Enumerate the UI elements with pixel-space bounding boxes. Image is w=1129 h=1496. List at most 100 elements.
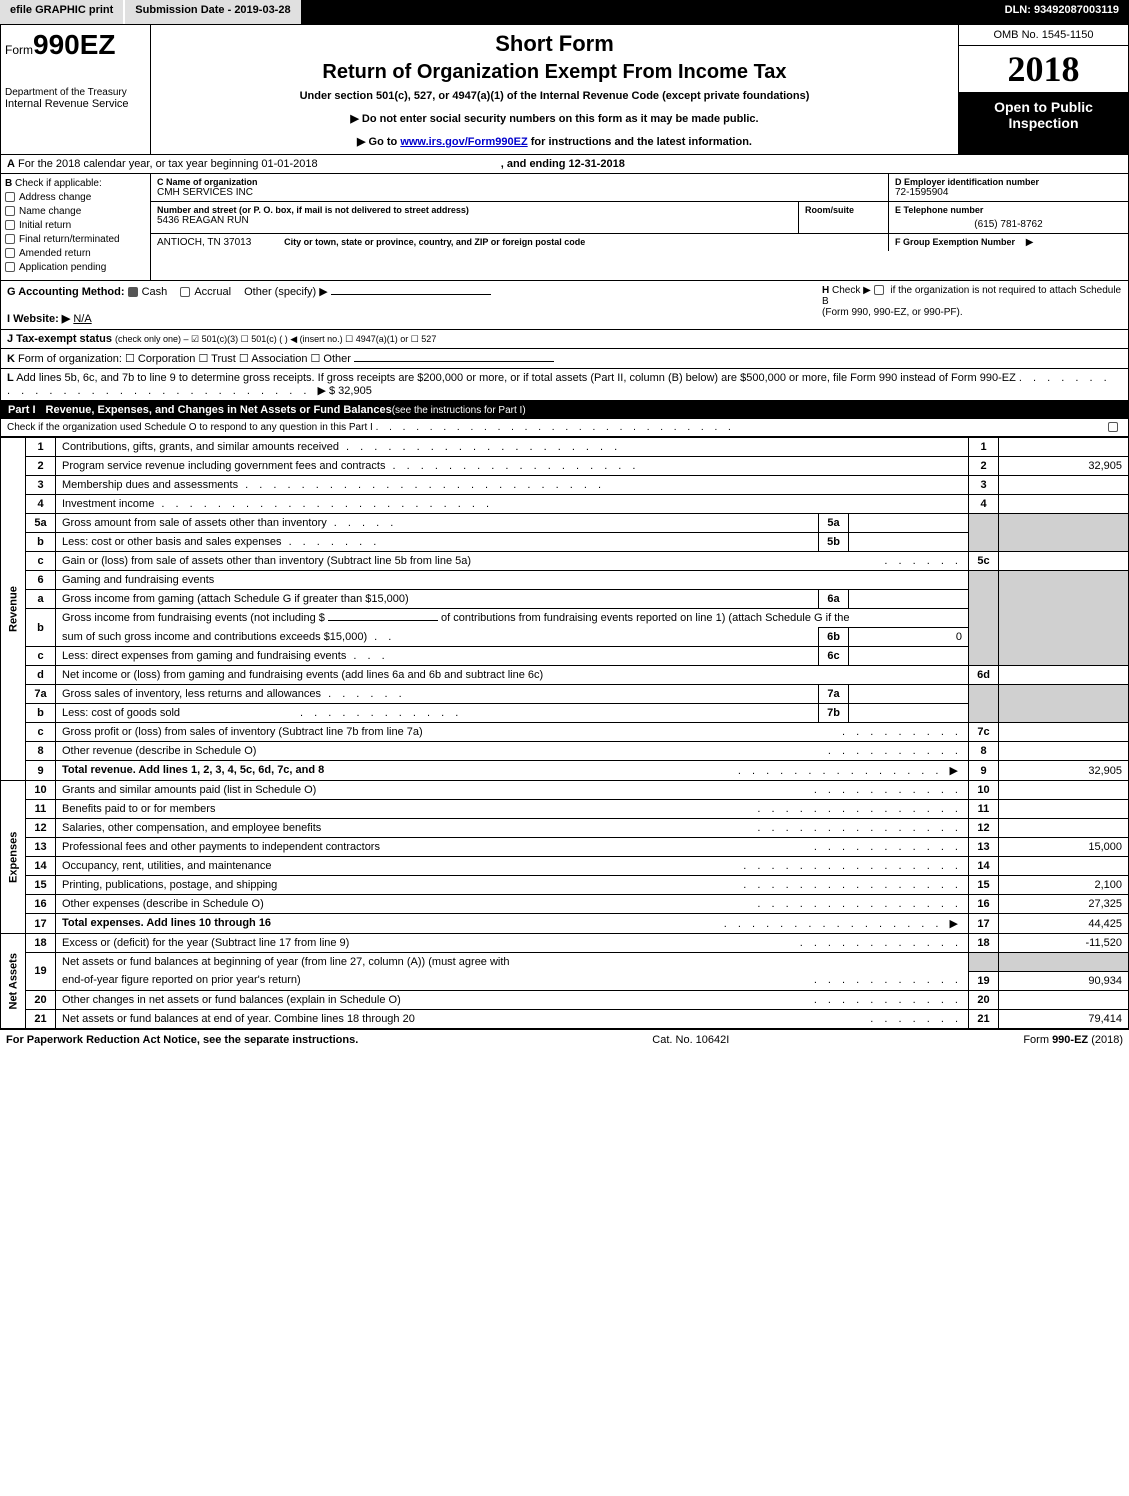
line-ref: 7c xyxy=(969,723,999,742)
section-b: B Check if applicable: Address change Na… xyxy=(1,174,151,280)
line-num: 14 xyxy=(26,857,56,876)
header-right: OMB No. 1545-1150 2018 Open to Public In… xyxy=(958,25,1128,154)
line-desc: Net income or (loss) from gaming and fun… xyxy=(56,666,969,685)
desc-text: Salaries, other compensation, and employ… xyxy=(62,822,321,834)
dots: . . . . . . . . . . . . . . . . xyxy=(743,860,962,872)
table-row: c Gain or (loss) from sale of assets oth… xyxy=(1,552,1129,571)
dots: . . . . . . . xyxy=(870,1013,962,1025)
line-ref: 21 xyxy=(969,1009,999,1028)
desc-text: Program service revenue including govern… xyxy=(62,460,385,472)
footer-right: Form 990-EZ (2018) xyxy=(1023,1034,1123,1046)
chk-label: Initial return xyxy=(19,220,71,231)
line-value xyxy=(999,857,1129,876)
desc-text: Other changes in net assets or fund bala… xyxy=(62,994,401,1006)
chk-amended[interactable]: Amended return xyxy=(5,248,146,259)
line-desc: Net assets or fund balances at beginning… xyxy=(56,953,969,972)
shaded-cell xyxy=(999,571,1129,666)
section-k: K Form of organization: ☐ Corporation ☐ … xyxy=(0,349,1129,369)
desc-text: Gross amount from sale of assets other t… xyxy=(62,517,327,529)
form-number: Form990EZ xyxy=(5,29,146,61)
dots: . . . . . . . . . . . . . . . . xyxy=(743,879,962,891)
line-desc: Gross income from fundraising events (no… xyxy=(56,609,969,628)
ein-value: 72-1595904 xyxy=(895,187,1122,198)
dots: . . . . . . . . . . . . . . . xyxy=(757,822,962,834)
tel-label: E Telephone number xyxy=(895,205,1122,215)
line-ref: 10 xyxy=(969,781,999,800)
other-input[interactable] xyxy=(331,294,491,295)
line-ref: 6d xyxy=(969,666,999,685)
submission-date: Submission Date - 2019-03-28 xyxy=(125,0,300,24)
line-num: 19 xyxy=(26,953,56,991)
shaded-cell xyxy=(969,571,999,666)
checkbox-icon xyxy=(5,220,15,230)
line-desc: Less: cost or other basis and sales expe… xyxy=(56,533,819,552)
l-amount: ▶ $ 32,905 xyxy=(317,385,371,397)
desc-text: end-of-year figure reported on prior yea… xyxy=(62,974,301,986)
table-row: 4 Investment income . . . . . . . . . . … xyxy=(1,495,1129,514)
checkbox-icon xyxy=(5,234,15,244)
line-desc: Less: direct expenses from gaming and fu… xyxy=(56,647,819,666)
top-bar: efile GRAPHIC print Submission Date - 20… xyxy=(0,0,1129,24)
chk-app-pending[interactable]: Application pending xyxy=(5,262,146,273)
radio-accrual-icon[interactable] xyxy=(180,287,190,297)
section-g: G Accounting Method: Cash Accrual Other … xyxy=(7,285,822,325)
line-value xyxy=(999,990,1129,1009)
line-value: 32,905 xyxy=(999,761,1129,781)
line-value xyxy=(999,666,1129,685)
shaded-cell xyxy=(969,953,999,972)
h-checkbox-icon[interactable] xyxy=(874,285,884,295)
section-l: L Add lines 5b, 6c, and 7b to line 9 to … xyxy=(0,369,1129,401)
irs-link[interactable]: www.irs.gov/Form990EZ xyxy=(400,136,527,148)
chk-final-return[interactable]: Final return/terminated xyxy=(5,234,146,245)
desc-text: Membership dues and assessments xyxy=(62,479,238,491)
section-j: J Tax-exempt status (check only one) ‒ ☑… xyxy=(0,330,1129,349)
accrual-label: Accrual xyxy=(194,286,231,298)
part1-checkbox-icon[interactable] xyxy=(1108,422,1118,432)
desc-text: Less: cost of goods sold xyxy=(62,707,180,719)
k-other-input[interactable] xyxy=(354,361,554,362)
section-a-ending: , and ending 12-31-2018 xyxy=(501,158,625,170)
desc-text: Grants and similar amounts paid (list in… xyxy=(62,784,316,796)
fundraising-amount-input[interactable] xyxy=(328,620,438,621)
city-cell: ANTIOCH, TN 37013 City or town, state or… xyxy=(151,234,888,251)
desc-text: Benefits paid to or for members xyxy=(62,803,215,815)
desc-text: Other expenses (describe in Schedule O) xyxy=(62,898,264,910)
dots: . . . . . . . . . . . xyxy=(814,994,962,1006)
ein-cell: D Employer identification number 72-1595… xyxy=(888,174,1128,201)
mini-line-ref: 6b xyxy=(819,628,849,647)
dots: . . . . . . . . . . . . . . . . . . . . xyxy=(339,441,621,453)
line-value: 44,425 xyxy=(999,914,1129,934)
section-cde: C Name of organization CMH SERVICES INC … xyxy=(151,174,1128,280)
line-ref: 1 xyxy=(969,438,999,457)
table-row: b Gross income from fundraising events (… xyxy=(1,609,1129,628)
cash-label: Cash xyxy=(142,286,168,298)
table-row: 11 Benefits paid to or for members. . . … xyxy=(1,800,1129,819)
radio-cash-icon[interactable] xyxy=(128,287,138,297)
efile-print-button[interactable]: efile GRAPHIC print xyxy=(0,0,125,24)
j-label: J Tax-exempt status xyxy=(7,333,112,345)
dots: . . . . . . . . . . . . xyxy=(800,937,962,949)
line-value: 32,905 xyxy=(999,457,1129,476)
table-row: 5a Gross amount from sale of assets othe… xyxy=(1,514,1129,533)
line-ref: 5c xyxy=(969,552,999,571)
line-desc: Less: cost of goods sold. . . . . . . . … xyxy=(56,704,819,723)
dots: . . . . . . . . . . . . . . . ▶ xyxy=(738,764,962,777)
part1-check-label: Check if the organization used Schedule … xyxy=(7,422,373,433)
table-row: Expenses 10 Grants and similar amounts p… xyxy=(1,781,1129,800)
line-desc: Gaming and fundraising events xyxy=(56,571,969,590)
chk-address-change[interactable]: Address change xyxy=(5,192,146,203)
checkbox-icon xyxy=(5,206,15,216)
chk-label: Application pending xyxy=(19,262,106,273)
chk-name-change[interactable]: Name change xyxy=(5,206,146,217)
line-desc: Gross profit or (loss) from sales of inv… xyxy=(56,723,969,742)
part1-header: Part I Revenue, Expenses, and Changes in… xyxy=(0,401,1129,419)
chk-initial-return[interactable]: Initial return xyxy=(5,220,146,231)
line-ref: 2 xyxy=(969,457,999,476)
line-num: 15 xyxy=(26,876,56,895)
addr-value: 5436 REAGAN RUN xyxy=(157,215,792,226)
room-cell: Room/suite xyxy=(798,202,888,233)
line-value xyxy=(999,781,1129,800)
k-label: K xyxy=(7,353,15,365)
table-row: 7a Gross sales of inventory, less return… xyxy=(1,685,1129,704)
table-row: b Less: cost of goods sold. . . . . . . … xyxy=(1,704,1129,723)
